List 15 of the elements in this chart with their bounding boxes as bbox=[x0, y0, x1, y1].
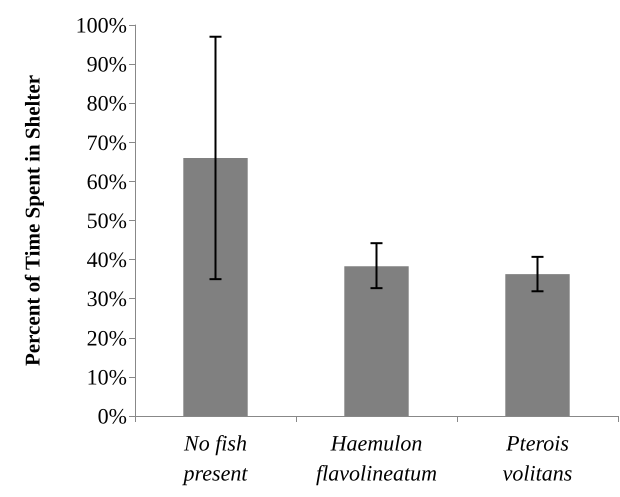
x-tick-label: No fish present bbox=[182, 430, 248, 486]
y-tick-label: 20% bbox=[86, 325, 127, 350]
y-tick-label: 60% bbox=[86, 168, 127, 194]
y-tick-label: 0% bbox=[98, 404, 127, 428]
y-tick-label: 40% bbox=[86, 247, 127, 272]
y-axis-title: Percent of Time Spent in Shelter bbox=[20, 74, 44, 366]
y-tick-label: 10% bbox=[86, 364, 127, 390]
y-tick-label: 100% bbox=[76, 12, 127, 38]
y-tick-label: 90% bbox=[86, 52, 127, 77]
x-tick-label: Pterois volitans bbox=[502, 430, 572, 486]
x-tick-label: Haemulon flavolineatum bbox=[316, 430, 437, 486]
y-tick-label: 70% bbox=[86, 130, 127, 155]
y-tick-label: 30% bbox=[86, 286, 127, 312]
y-tick-label: 80% bbox=[86, 90, 127, 116]
y-tick-label: 50% bbox=[86, 208, 127, 233]
